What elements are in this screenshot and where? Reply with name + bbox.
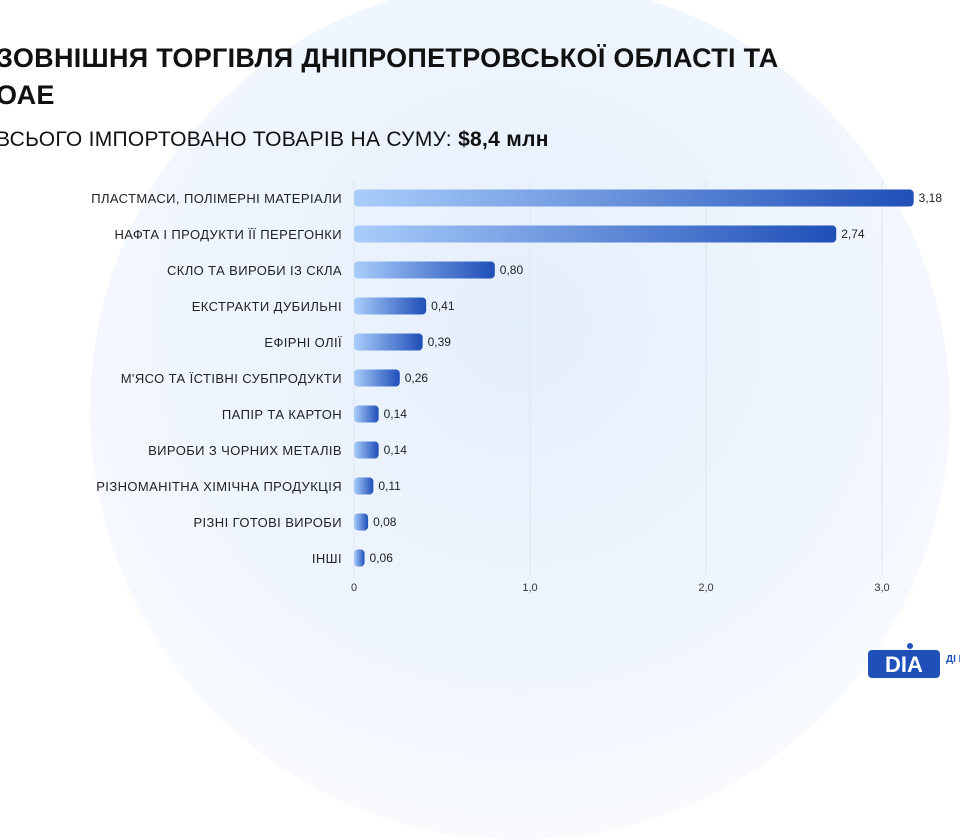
category-label: РІЗНОМАНІТНА ХІМІЧНА ПРОДУКЦІЯ: [96, 479, 342, 494]
bar: [354, 225, 837, 243]
page-title: ЗОВНІШНЯ ТОРГІВЛЯ ДНІПРОПЕТРОВСЬКОЇ ОБЛА…: [0, 43, 779, 110]
category-label: ЕКСТРАКТИ ДУБИЛЬНІ: [192, 299, 342, 314]
x-tick-label: 3,0: [874, 582, 889, 594]
bar: [354, 333, 423, 351]
category-label: ІНШІ: [312, 551, 342, 566]
subtitle-text: ВСЬОГО ІМПОРТОВАНО ТОВАРІВ НА СУМУ:: [0, 128, 452, 151]
bar-value-label: 0,14: [384, 407, 408, 421]
bar-value-label: 0,39: [428, 335, 452, 349]
bars: 3,18 2,74 0,80 0,41 0,39 0,26 0,14 0,14 0,11 0,08…: [354, 189, 943, 567]
category-label: НАФТА І ПРОДУКТИ ЇЇ ПЕРЕГОНКИ: [114, 227, 342, 242]
bar-value-label: 2,74: [841, 227, 865, 241]
bar-value-label: 0,80: [500, 263, 524, 277]
bar: [354, 189, 914, 207]
x-axis-ticks: 0 1,0 2,0 3,0: [351, 582, 890, 594]
grid-lines: [353, 180, 883, 576]
bar: [354, 405, 379, 423]
bar-value-label: 3,18: [919, 191, 943, 205]
page-subtitle: ВСЬОГО ІМПОРТОВАНО ТОВАРІВ НА СУМУ: $8,4…: [0, 128, 549, 152]
category-label: М'ЯСО ТА ЇСТІВНІ СУБПРОДУКТИ: [121, 371, 342, 386]
x-tick-label: 2,0: [698, 582, 713, 594]
bar-value-label: 0,14: [384, 443, 408, 457]
category-label: ВИРОБИ З ЧОРНИХ МЕТАЛІВ: [148, 443, 342, 458]
bar: [354, 441, 379, 459]
bar: [354, 513, 369, 531]
bar-value-label: 0,11: [378, 479, 401, 493]
total-amount: $8,4 млн: [458, 128, 549, 151]
x-tick-label: 1,0: [522, 582, 537, 594]
background-circle: [90, 0, 950, 840]
category-label: ЕФІРНІ ОЛІЇ: [264, 335, 342, 350]
category-label: ПЛАСТМАСИ, ПОЛІМЕРНІ МАТЕРІАЛИ: [91, 191, 342, 206]
category-label: РІЗНІ ГОТОВІ ВИРОБИ: [193, 515, 342, 530]
category-label: ПАПІР ТА КАРТОН: [222, 407, 342, 422]
bar: [354, 261, 495, 279]
bar-chart: 3,18 2,74 0,80 0,41 0,39 0,26 0,14 0,14 0,11 0,08…: [91, 180, 943, 594]
bar-value-label: 0,06: [370, 551, 394, 565]
bar-value-label: 0,08: [373, 515, 397, 529]
x-tick-label: 0: [351, 582, 357, 594]
dia-logo: DIA ДІ ІН: [866, 640, 960, 680]
bar: [354, 369, 400, 387]
bar: [354, 549, 365, 567]
bar-value-label: 0,26: [405, 371, 429, 385]
category-label: СКЛО ТА ВИРОБИ ІЗ СКЛА: [167, 263, 342, 278]
bar-value-label: 0,41: [431, 299, 455, 313]
bar: [354, 477, 374, 495]
logo-side-text: ДІ ІН: [946, 654, 960, 665]
logo-text: DIA: [885, 652, 923, 677]
bar: [354, 297, 427, 315]
category-labels: ПЛАСТМАСИ, ПОЛІМЕРНІ МАТЕРІАЛИ НАФТА І ПР…: [91, 191, 342, 566]
